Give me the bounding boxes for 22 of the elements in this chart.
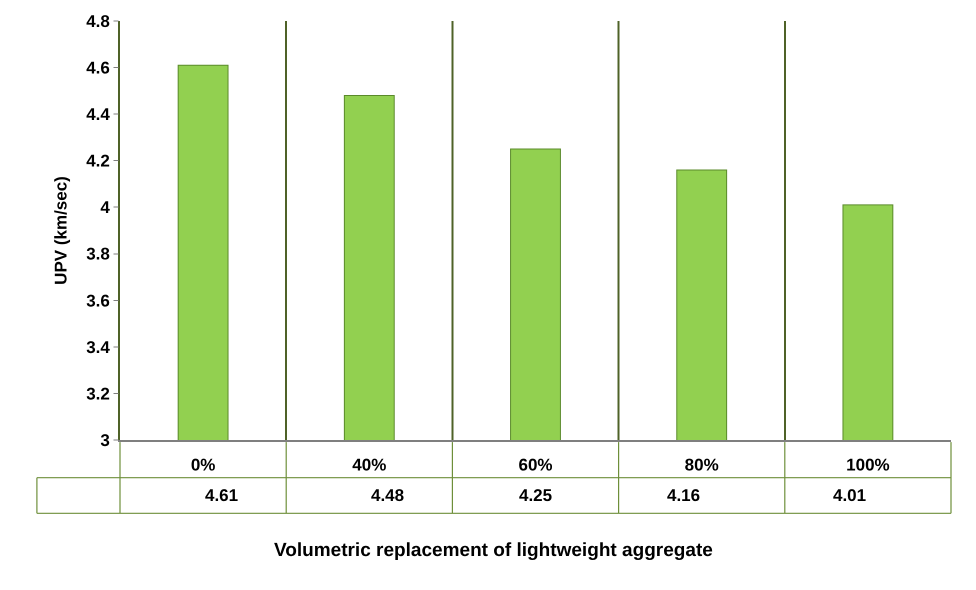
x-tick-label: 0% <box>190 455 216 474</box>
data-label: 4.25 <box>519 486 552 505</box>
y-tick-label: 3.4 <box>86 338 110 357</box>
data-label: 4.48 <box>371 486 404 505</box>
y-tick-label: 4.8 <box>86 12 110 31</box>
y-tick-label: 3.2 <box>86 384 110 404</box>
x-axis-title: Volumetric replacement of lightweight aggregate <box>274 540 713 561</box>
y-tick-label: 4.2 <box>86 152 110 171</box>
data-label: 4.16 <box>667 486 700 505</box>
x-tick-label: 40% <box>352 455 386 474</box>
y-tick-label: 4.6 <box>86 58 110 78</box>
y-axis-title: UPV (km/sec) <box>51 176 70 285</box>
y-tick-label: 3 <box>100 430 110 450</box>
y-tick-label: 4 <box>100 198 110 218</box>
x-tick-label: 100% <box>846 455 890 474</box>
data-label: 4.01 <box>833 486 866 505</box>
y-tick-label: 3.6 <box>86 291 110 310</box>
y-tick-label: 3.8 <box>86 244 110 264</box>
data-label: 4.61 <box>205 486 238 505</box>
x-tick-label: 60% <box>518 455 553 474</box>
y-tick-label: 4.4 <box>86 105 110 124</box>
x-tick-label: 80% <box>684 455 719 474</box>
